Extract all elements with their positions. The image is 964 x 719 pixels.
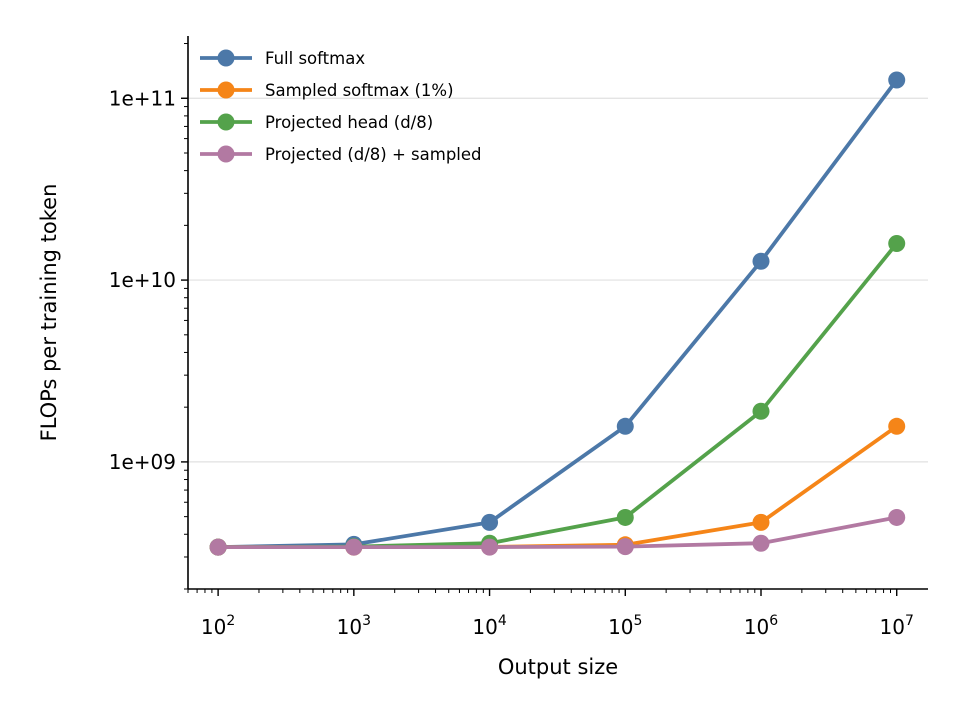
y-tick-label: 1e+09 (109, 450, 176, 474)
x-tick-label: 103 (337, 613, 371, 639)
legend-marker (217, 81, 235, 99)
data-point (888, 417, 906, 435)
ticks: 1e+09 1e+10 1e+11 102 103 104 105 106 107 (109, 43, 914, 639)
data-point (616, 538, 634, 556)
data-point (888, 71, 906, 89)
x-tick-label: 106 (744, 613, 778, 639)
data-point (481, 513, 499, 531)
axes (187, 36, 928, 590)
legend-marker (217, 113, 235, 131)
data-point (481, 538, 499, 556)
legend: Full softmax Sampled softmax (1%) Projecte… (200, 49, 482, 164)
x-tick-label: 102 (201, 613, 235, 639)
series (209, 71, 906, 556)
x-tick-label: 104 (472, 613, 506, 639)
x-axis-title: Output size (498, 655, 618, 679)
data-point (616, 508, 634, 526)
series-line (216, 515, 899, 549)
legend-label: Projected head (d/8) (265, 113, 433, 132)
y-tick-label: 1e+11 (109, 86, 176, 110)
y-axis-title: FLOPs per training token (37, 184, 61, 442)
data-point (888, 234, 906, 252)
legend-label: Sampled softmax (1%) (265, 81, 454, 100)
data-point (752, 402, 770, 420)
x-tick-label: 107 (880, 613, 914, 639)
data-point (752, 534, 770, 552)
series-line (216, 241, 899, 549)
legend-label: Projected (d/8) + sampled (265, 145, 482, 164)
y-tick-label: 1e+10 (109, 268, 176, 292)
data-point (345, 538, 363, 556)
data-point (616, 417, 634, 435)
grid (188, 97, 928, 463)
legend-marker (217, 145, 235, 163)
x-tick-label: 105 (608, 613, 642, 639)
data-point (752, 252, 770, 270)
legend-label: Full softmax (265, 49, 365, 68)
data-point (209, 538, 227, 556)
data-point (888, 508, 906, 526)
legend-marker (217, 49, 235, 67)
data-point (752, 513, 770, 531)
